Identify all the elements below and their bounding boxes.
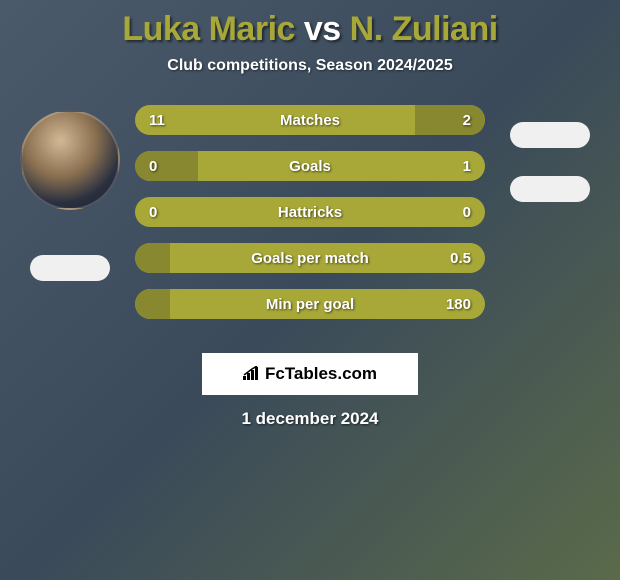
content-row: 11 Matches 2 0 Goals 1 0 Hattricks 0 Goals per ma…: [0, 105, 620, 335]
player1-column: [10, 110, 130, 281]
stat-bar: 0 Goals 1: [135, 151, 485, 181]
stat-label: Goals per match: [251, 250, 369, 267]
comparison-card: Luka Maric vs N. Zuliani Club competitio…: [0, 0, 620, 439]
stat-right-value: 2: [463, 112, 471, 129]
stat-bar: Min per goal 180: [135, 289, 485, 319]
stat-right-value: 1: [463, 158, 471, 175]
stat-label: Goals: [289, 158, 331, 175]
subtitle: Club competitions, Season 2024/2025: [0, 57, 620, 75]
stat-bar-segment: [135, 151, 198, 181]
stat-label: Hattricks: [278, 204, 342, 221]
stat-bar: 11 Matches 2: [135, 105, 485, 135]
stat-label: Min per goal: [266, 296, 354, 313]
stat-bar: 0 Hattricks 0: [135, 197, 485, 227]
player1-name: Luka Maric: [122, 10, 295, 48]
stat-bar-segment: [415, 105, 485, 135]
vs-text: vs: [304, 10, 341, 48]
player2-country-badge-2: [510, 176, 590, 202]
page-title: Luka Maric vs N. Zuliani: [0, 10, 620, 49]
player2-name: N. Zuliani: [350, 10, 498, 48]
player2-avatar-wrap: [510, 112, 590, 202]
stat-bar-segment: [135, 243, 170, 273]
chart-icon: [243, 366, 261, 383]
stat-bar-segment: [135, 289, 170, 319]
stat-right-value: 0: [463, 204, 471, 221]
stat-label: Matches: [280, 112, 340, 129]
branding-text: FcTables.com: [265, 364, 377, 384]
stat-right-value: 180: [446, 296, 471, 313]
stat-left-value: 11: [149, 112, 165, 129]
stats-column: 11 Matches 2 0 Goals 1 0 Hattricks 0 Goals per ma…: [130, 105, 490, 335]
stat-left-value: 0: [149, 204, 157, 221]
stat-right-value: 0.5: [450, 250, 471, 267]
player2-country-badge-1: [510, 122, 590, 148]
date-text: 1 december 2024: [0, 409, 620, 429]
stat-bar: Goals per match 0.5: [135, 243, 485, 273]
branding-box: FcTables.com: [202, 353, 418, 395]
stat-left-value: 0: [149, 158, 157, 175]
player2-column: [490, 110, 610, 202]
player1-avatar: [20, 110, 120, 210]
player1-country-badge: [30, 255, 110, 281]
